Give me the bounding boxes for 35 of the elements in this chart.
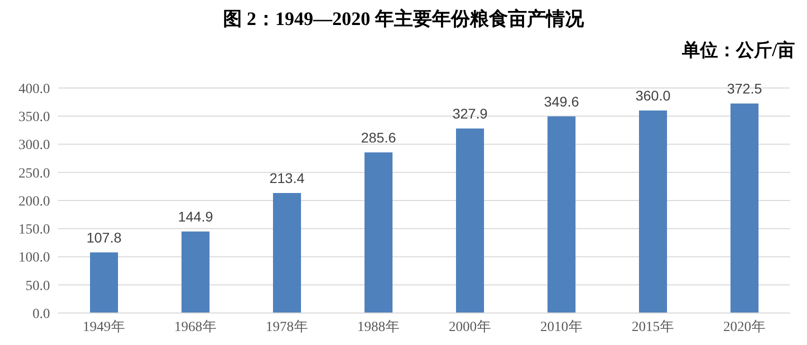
y-tick-label: 100.0 [18, 250, 50, 266]
data-label: 213.4 [269, 170, 305, 186]
data-label: 285.6 [360, 129, 396, 146]
x-tick-label: 1949年 [82, 318, 125, 335]
chart-title: 图 2：1949—2020 年主要年份粮食亩产情况 [222, 8, 585, 32]
x-tick-label: 1988年 [357, 318, 400, 335]
x-tick-label: 1978年 [266, 318, 308, 335]
y-tick-label: 400.0 [18, 82, 50, 97]
y-tick-label: 0.0 [32, 306, 50, 322]
y-tick-label: 300.0 [18, 138, 50, 154]
bar [273, 192, 301, 313]
y-tick-label: 50.0 [26, 278, 50, 294]
data-label: 107.8 [86, 229, 122, 246]
bar [364, 152, 392, 313]
bar [639, 110, 667, 313]
bar [90, 252, 118, 313]
data-label: 349.6 [544, 93, 580, 110]
x-tick-label: 2000年 [448, 318, 491, 335]
y-tick-label: 250.0 [18, 166, 50, 182]
x-tick-label: 2015年 [632, 318, 674, 335]
bar [456, 128, 484, 313]
y-tick-label: 350.0 [18, 110, 50, 126]
data-label: 327.9 [452, 106, 488, 122]
bar [730, 103, 758, 313]
bar [182, 231, 210, 313]
data-label: 144.9 [178, 208, 214, 224]
bar [548, 116, 576, 313]
x-tick-label: 1968年 [174, 318, 216, 335]
data-label: 372.5 [726, 80, 762, 96]
x-tick-label: 2020年 [723, 318, 766, 335]
x-tick-label: 2010年 [540, 318, 582, 335]
y-axis-title: 单位：公斤/亩 [682, 39, 795, 62]
data-label: 360.0 [635, 88, 671, 104]
y-tick-label: 150.0 [18, 222, 50, 238]
y-tick-label: 200.0 [18, 194, 50, 210]
